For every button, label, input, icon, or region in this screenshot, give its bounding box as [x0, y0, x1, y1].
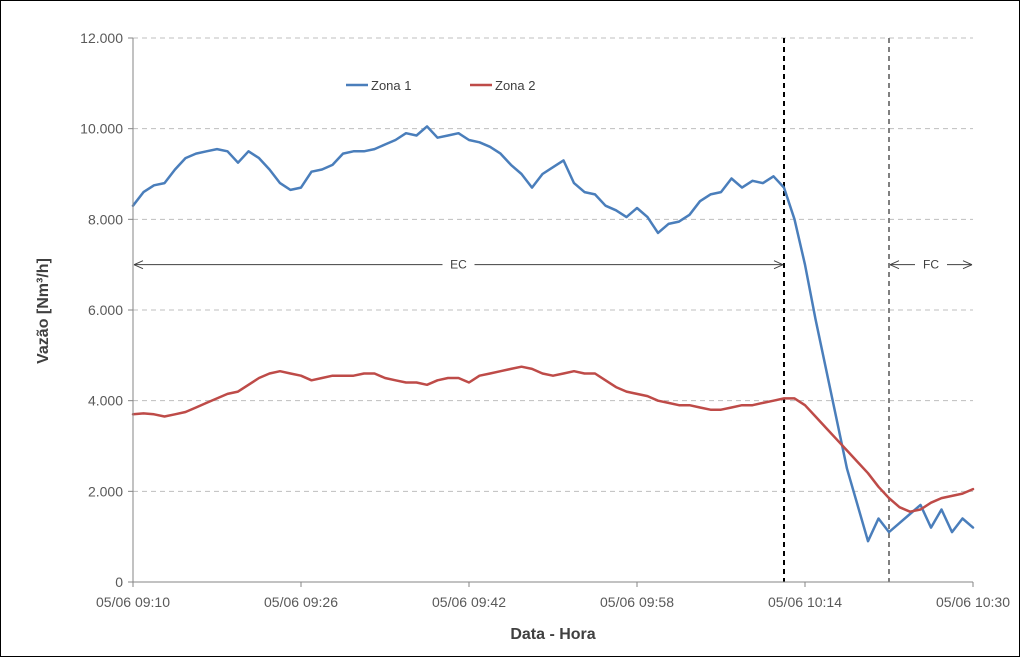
x-tick-label: 05/06 10:14: [768, 594, 842, 610]
x-tick-label: 05/06 09:58: [600, 594, 674, 610]
legend: Zona 1 Zona 2: [346, 78, 535, 93]
y-tick-label: 0: [115, 574, 123, 590]
y-axis-title: Vazão [Nm³/h]: [35, 258, 52, 364]
legend-label: Zona 1: [371, 78, 411, 93]
vertical-markers: [783, 38, 890, 582]
annotation-label: EC: [450, 258, 467, 272]
x-axis-title: Data - Hora: [510, 626, 595, 643]
x-tick-label: 05/06 09:10: [96, 594, 170, 610]
y-tick-label: 10.000: [80, 121, 123, 137]
x-tick-labels: 05/06 09:10 05/06 09:26 05/06 09:42 05/06 0…: [96, 594, 1010, 610]
arrowhead-left: [133, 260, 144, 270]
gridlines: [133, 37, 973, 492]
y-tick-labels: 0 2.000 4.000 6.000 8.000 10.000 12.000: [80, 30, 123, 590]
arrowhead-right: [773, 260, 784, 270]
y-tick-label: 12.000: [80, 30, 123, 46]
y-tick-label: 4.000: [88, 393, 123, 409]
y-tick-label: 2.000: [88, 483, 123, 499]
annotations: EC FC: [133, 258, 973, 272]
arrowhead-left: [889, 260, 900, 270]
y-tick-label: 8.000: [88, 211, 123, 227]
x-tick-label: 05/06 09:26: [264, 594, 338, 610]
series-line: [131, 365, 975, 513]
annotation-label: FC: [923, 258, 939, 272]
x-tick-label: 05/06 10:30: [936, 594, 1010, 610]
y-tick-label: 6.000: [88, 302, 123, 318]
arrowhead-right: [962, 260, 973, 270]
legend-label: Zona 2: [495, 78, 535, 93]
series-line: [131, 125, 975, 543]
x-tick-label: 05/06 09:42: [432, 594, 506, 610]
series-group: [131, 125, 975, 543]
axes: [128, 37, 974, 587]
